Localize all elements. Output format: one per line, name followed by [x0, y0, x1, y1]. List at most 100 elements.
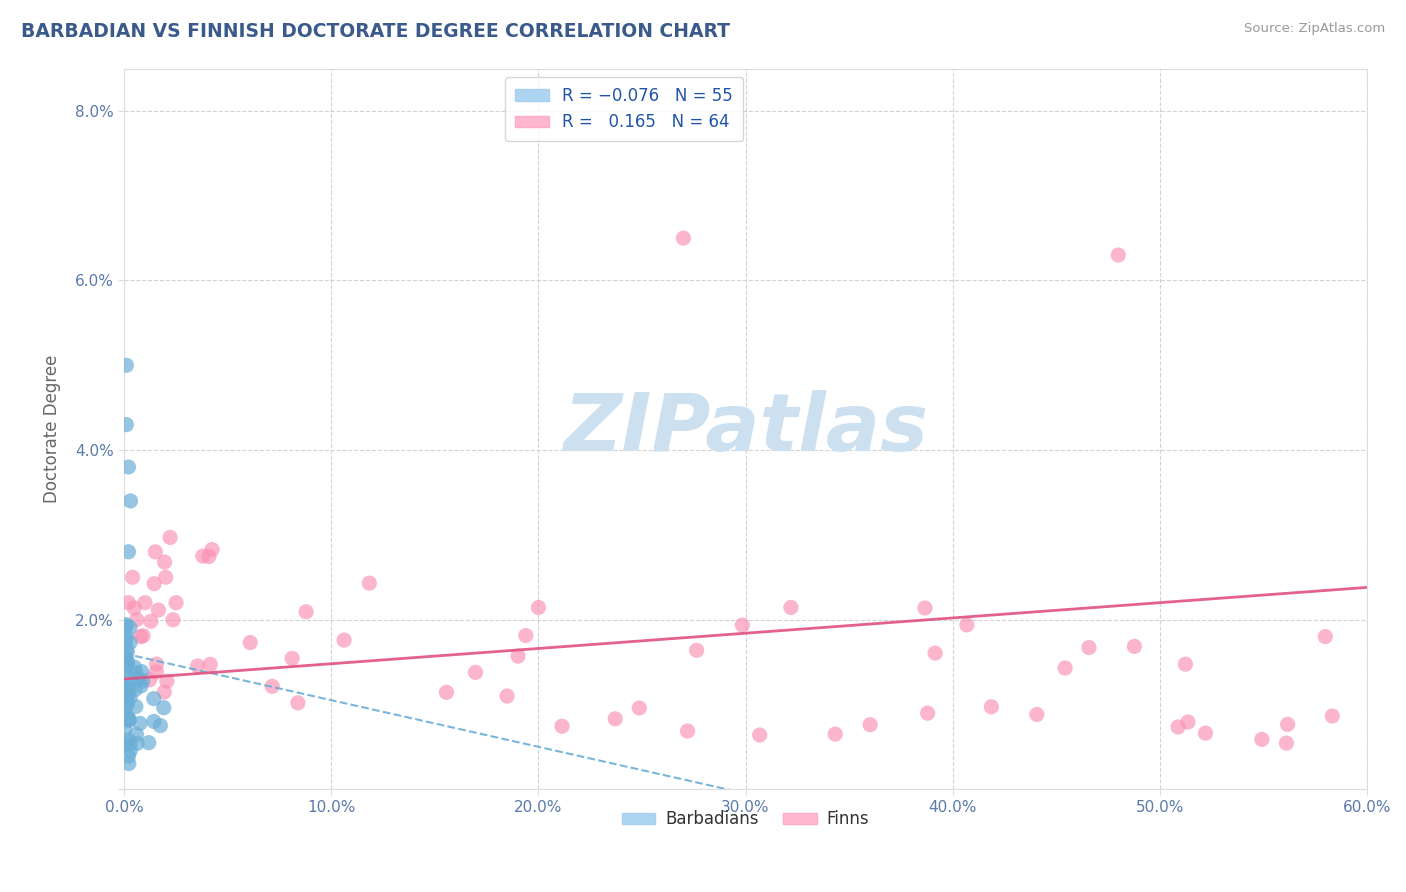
Point	[118, 756, 141, 771]
Point	[980, 699, 1002, 714]
Point	[295, 605, 318, 619]
Point	[924, 646, 946, 660]
Point	[114, 723, 136, 737]
Point	[124, 682, 146, 697]
Point	[153, 685, 176, 699]
Point	[145, 665, 167, 679]
Point	[1167, 720, 1189, 734]
Point	[859, 717, 882, 731]
Point	[120, 690, 142, 704]
Point	[496, 689, 519, 703]
Point	[159, 530, 181, 544]
Point	[139, 614, 162, 628]
Point	[120, 635, 142, 649]
Point	[685, 643, 707, 657]
Point	[527, 600, 550, 615]
Point	[118, 621, 141, 635]
Point	[1123, 640, 1146, 654]
Point	[628, 701, 651, 715]
Text: ZIPatlas: ZIPatlas	[562, 390, 928, 468]
Point	[731, 618, 754, 632]
Point	[117, 733, 139, 747]
Point	[198, 549, 221, 564]
Point	[115, 689, 138, 703]
Point	[1322, 709, 1344, 723]
Point	[187, 659, 209, 673]
Point	[114, 649, 136, 664]
Point	[1277, 717, 1299, 731]
Point	[114, 634, 136, 648]
Point	[506, 648, 529, 663]
Point	[153, 555, 176, 569]
Point	[117, 712, 139, 726]
Point	[148, 603, 170, 617]
Point	[131, 665, 153, 679]
Point	[115, 619, 138, 633]
Point	[117, 658, 139, 673]
Point	[124, 665, 146, 680]
Point	[117, 687, 139, 701]
Point	[672, 231, 695, 245]
Point	[128, 672, 150, 686]
Point	[676, 724, 699, 739]
Point	[956, 618, 979, 632]
Point	[115, 690, 138, 705]
Point	[117, 655, 139, 669]
Point	[125, 736, 148, 750]
Legend: Barbadians, Finns: Barbadians, Finns	[614, 804, 876, 835]
Point	[115, 672, 138, 686]
Point	[117, 645, 139, 659]
Point	[1107, 248, 1129, 262]
Point	[748, 728, 770, 742]
Point	[287, 696, 309, 710]
Point	[122, 601, 145, 615]
Point	[125, 613, 148, 627]
Point	[138, 673, 160, 687]
Point	[117, 749, 139, 764]
Point	[1275, 736, 1298, 750]
Point	[145, 657, 167, 672]
Point	[121, 570, 143, 584]
Point	[201, 542, 224, 557]
Point	[114, 692, 136, 706]
Point	[115, 655, 138, 669]
Text: Source: ZipAtlas.com: Source: ZipAtlas.com	[1244, 22, 1385, 36]
Point	[127, 673, 149, 687]
Point	[262, 679, 284, 693]
Point	[1177, 714, 1199, 729]
Point	[914, 601, 936, 615]
Point	[143, 576, 166, 591]
Point	[333, 633, 356, 648]
Point	[551, 719, 574, 733]
Point	[129, 679, 152, 693]
Point	[149, 718, 172, 732]
Point	[120, 743, 142, 757]
Point	[129, 630, 152, 644]
Point	[605, 712, 627, 726]
Point	[114, 707, 136, 722]
Point	[129, 716, 152, 731]
Point	[138, 736, 160, 750]
Point	[125, 699, 148, 714]
Point	[156, 674, 179, 689]
Point	[200, 657, 222, 672]
Point	[117, 460, 139, 475]
Point	[134, 596, 156, 610]
Point	[131, 673, 153, 688]
Point	[191, 549, 214, 563]
Point	[117, 545, 139, 559]
Point	[115, 630, 138, 644]
Point	[115, 697, 138, 711]
Point	[1078, 640, 1101, 655]
Point	[1054, 661, 1077, 675]
Point	[165, 596, 187, 610]
Point	[115, 697, 138, 711]
Point	[824, 727, 846, 741]
Point	[464, 665, 486, 680]
Point	[1250, 732, 1272, 747]
Point	[142, 714, 165, 729]
Point	[115, 417, 138, 432]
Point	[436, 685, 458, 699]
Point	[142, 691, 165, 706]
Point	[115, 617, 138, 632]
